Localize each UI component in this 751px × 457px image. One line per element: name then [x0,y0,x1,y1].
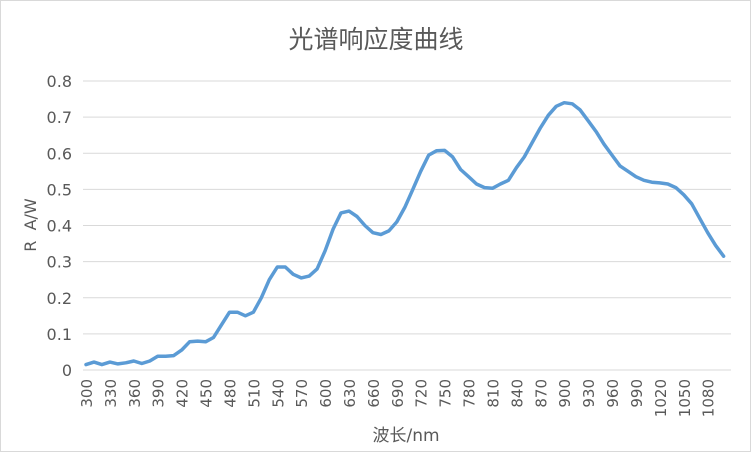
x-tick-label: 480 [221,379,239,408]
x-tick-label: 1020 [652,379,670,417]
y-tick-label: 0.2 [47,289,72,308]
x-tick-label: 930 [580,379,598,408]
x-tick-label: 630 [341,379,359,408]
x-axis-label: 波长/nm [372,426,439,446]
x-tick-label: 570 [293,379,311,408]
x-tick-label: 600 [317,379,335,408]
x-tick-label: 780 [461,379,479,408]
x-tick-label: 450 [198,379,216,408]
x-tick-label: 660 [365,379,383,408]
y-tick-label: 0.6 [47,144,72,163]
x-tick-label: 360 [126,379,144,408]
series-line [86,103,724,365]
y-tick-label: 0.5 [47,180,72,199]
x-tick-label: 690 [389,379,407,408]
y-tick-label: 0.7 [47,108,72,127]
y-axis-label: R A/W [21,198,40,252]
x-tick-label: 420 [174,379,192,408]
x-tick-label: 540 [269,379,287,408]
y-tick-label: 0.4 [47,217,72,236]
x-tick-label: 960 [604,379,622,408]
x-tick-label: 840 [508,379,526,408]
x-tick-label: 1080 [700,379,718,417]
x-tick-label: 510 [245,379,263,408]
x-tick-label: 300 [78,379,96,408]
x-tick-label: 750 [437,379,455,408]
y-tick-label: 0.8 [47,72,72,91]
x-tick-label: 390 [150,379,168,408]
x-tick-label: 870 [532,379,550,408]
y-tick-label: 0 [62,361,72,380]
x-tick-label: 330 [102,379,120,408]
x-tick-label: 810 [484,379,502,408]
x-tick-label: 990 [628,379,646,408]
y-tick-label: 0.3 [47,253,72,272]
x-tick-label: 1050 [676,379,694,417]
chart-title: 光谱响应度曲线 [288,25,463,54]
x-tick-label: 720 [413,379,431,408]
y-tick-label: 0.1 [47,325,72,344]
x-tick-label: 900 [556,379,574,408]
